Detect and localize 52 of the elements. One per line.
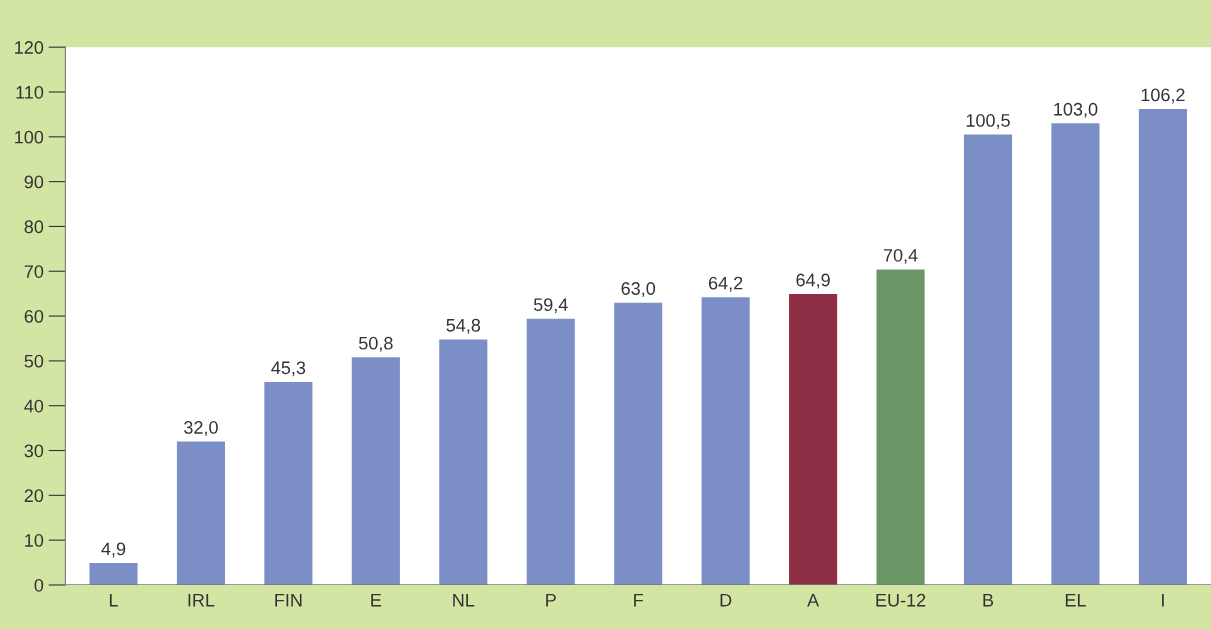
bar	[1138, 109, 1187, 585]
y-tick-label: 80	[24, 220, 44, 234]
data-label: 54,8	[446, 318, 481, 334]
data-label: 64,9	[796, 273, 830, 289]
y-tick-label: 40	[24, 399, 44, 413]
data-label: 70,4	[883, 248, 918, 264]
y-tick-label: 100	[15, 130, 44, 144]
x-tick-label: D	[720, 593, 732, 607]
data-label: 59,4	[533, 298, 568, 314]
x-tick-label: F	[634, 593, 643, 607]
y-tick-label: 0	[34, 578, 44, 592]
y-tick-label: 50	[24, 354, 44, 368]
data-label: 45,3	[271, 361, 306, 377]
bar	[963, 134, 1013, 585]
x-tick-label: IRL	[188, 593, 215, 607]
y-tick-label: 120	[15, 41, 44, 54]
bar	[526, 318, 575, 585]
y-tick-label: 20	[24, 489, 44, 503]
data-label: 106,2	[1141, 88, 1185, 104]
data-label: 64,2	[709, 276, 743, 292]
x-tick-label: EU-12	[876, 593, 926, 607]
bar	[351, 357, 400, 585]
data-label: 63,0	[621, 282, 656, 298]
y-tick-label: 30	[24, 444, 44, 458]
bar	[876, 269, 925, 585]
x-tick-label: P	[546, 593, 556, 607]
bar	[614, 302, 663, 585]
bar	[89, 563, 138, 585]
data-label: 103,0	[1054, 102, 1098, 118]
bar	[264, 381, 313, 585]
x-tick-label: L	[109, 593, 118, 607]
data-label: 50,8	[359, 336, 393, 352]
data-label: 4,9	[101, 542, 126, 558]
y-tick-label: 70	[24, 265, 44, 278]
data-label: 32,0	[184, 421, 218, 436]
x-tick-label: A	[807, 593, 820, 607]
bar	[439, 339, 488, 585]
x-tick-label: I	[1162, 593, 1164, 607]
bar	[789, 294, 838, 585]
bar	[176, 441, 225, 585]
x-tick-label: E	[371, 593, 382, 607]
bar	[701, 297, 750, 585]
x-tick-label: NL	[453, 593, 475, 607]
y-tick-label: 10	[25, 534, 44, 547]
bar	[1051, 123, 1100, 585]
x-tick-label: B	[983, 593, 994, 607]
y-tick-label: 110	[16, 85, 44, 99]
x-tick-label: EL	[1065, 593, 1086, 607]
y-tick-label: 90	[24, 175, 44, 189]
data-label: 100,5	[966, 114, 1010, 129]
x-tick-label: FIN	[275, 593, 302, 607]
y-tick-label: 60	[24, 310, 44, 323]
